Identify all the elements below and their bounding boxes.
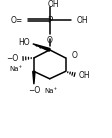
Text: −O: −O — [6, 54, 18, 63]
Text: O: O — [46, 36, 52, 45]
Text: HO: HO — [18, 38, 30, 47]
Text: Na⁺: Na⁺ — [9, 66, 22, 72]
Text: Na⁺: Na⁺ — [44, 87, 57, 94]
Text: OH: OH — [76, 16, 88, 25]
Text: OH: OH — [47, 0, 58, 9]
Text: OH: OH — [78, 71, 90, 80]
Text: P: P — [47, 16, 52, 25]
Text: −O: −O — [28, 86, 40, 95]
Polygon shape — [32, 71, 35, 84]
Text: O=: O= — [10, 16, 22, 25]
Text: O: O — [71, 51, 76, 60]
Polygon shape — [32, 44, 50, 51]
